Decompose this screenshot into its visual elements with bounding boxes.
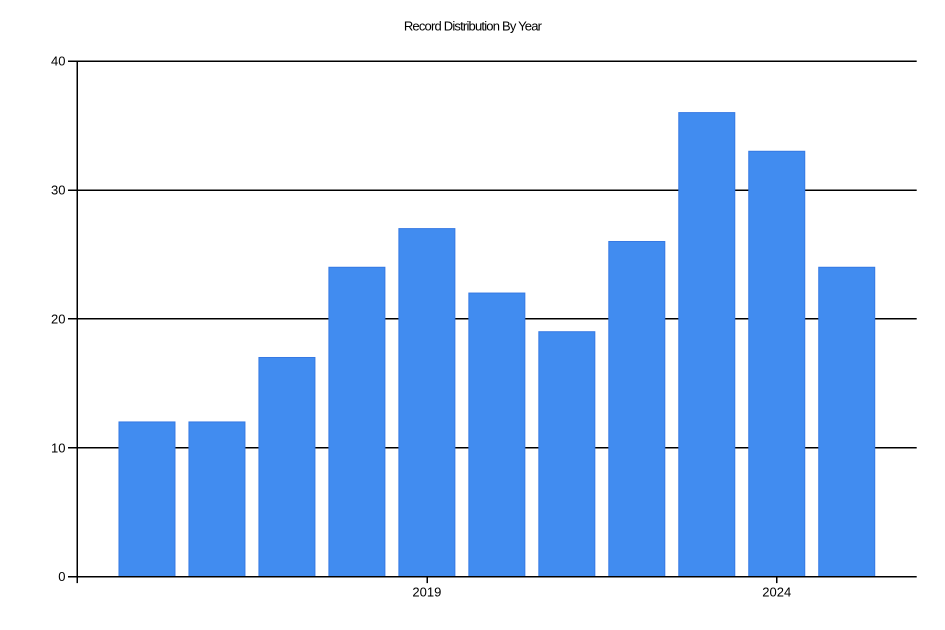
- svg-text:0: 0: [58, 569, 65, 584]
- svg-text:30: 30: [51, 183, 65, 198]
- svg-text:10: 10: [51, 440, 65, 455]
- svg-text:Record Distribution By Year: Record Distribution By Year: [404, 18, 543, 33]
- svg-text:40: 40: [51, 54, 65, 69]
- svg-text:2024: 2024: [762, 584, 791, 599]
- svg-text:20: 20: [51, 311, 65, 326]
- svg-text:2019: 2019: [412, 584, 441, 599]
